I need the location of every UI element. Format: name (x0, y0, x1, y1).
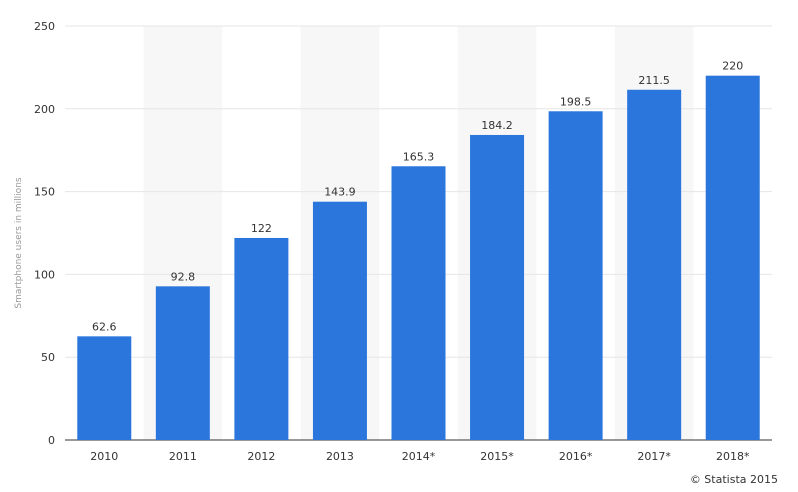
x-tick-label: 2012 (247, 450, 275, 463)
y-tick-label: 50 (41, 351, 55, 364)
y-tick-label: 150 (34, 186, 55, 199)
bar (77, 336, 132, 440)
bar (705, 75, 760, 441)
source-credit: © Statista 2015 (689, 473, 778, 486)
bar (627, 89, 682, 441)
x-tick-label: 2015* (480, 450, 514, 463)
data-label: 220 (722, 60, 743, 73)
y-tick-label: 200 (34, 103, 55, 116)
data-label: 198.5 (560, 95, 592, 108)
x-tick-label: 2018* (716, 450, 750, 463)
x-tick-label: 2013 (326, 450, 354, 463)
data-labels: 62.6 92.8 122 143.9 165.3 184.2 198.5 211.5 220 (92, 60, 743, 334)
data-label: 62.6 (92, 320, 117, 333)
bar (391, 166, 446, 441)
bar (155, 286, 210, 440)
bar (470, 134, 525, 441)
bars (77, 75, 760, 441)
x-tick-label: 2011 (169, 450, 197, 463)
bar (234, 237, 289, 440)
data-label: 92.8 (171, 270, 196, 283)
y-axis: 0 50 100 150 200 250 (34, 20, 55, 447)
data-label: 143.9 (324, 186, 356, 199)
x-tick-label: 2010 (90, 450, 118, 463)
data-label: 184.2 (481, 119, 513, 132)
y-tick-label: 250 (34, 20, 55, 33)
data-label: 165.3 (403, 150, 435, 163)
y-tick-label: 0 (48, 434, 55, 447)
y-axis-title: Smartphone users in millions (14, 177, 24, 308)
data-label: 122 (251, 222, 272, 235)
y-tick-label: 100 (34, 268, 55, 281)
x-tick-label: 2014* (402, 450, 436, 463)
x-tick-label: 2016* (559, 450, 593, 463)
x-axis: 2010 2011 2012 2013 2014* 2015* 2016* 2017* 2018… (90, 450, 750, 463)
x-tick-label: 2017* (637, 450, 671, 463)
data-label: 211.5 (638, 74, 670, 87)
bar (312, 201, 367, 440)
bar (548, 111, 603, 440)
